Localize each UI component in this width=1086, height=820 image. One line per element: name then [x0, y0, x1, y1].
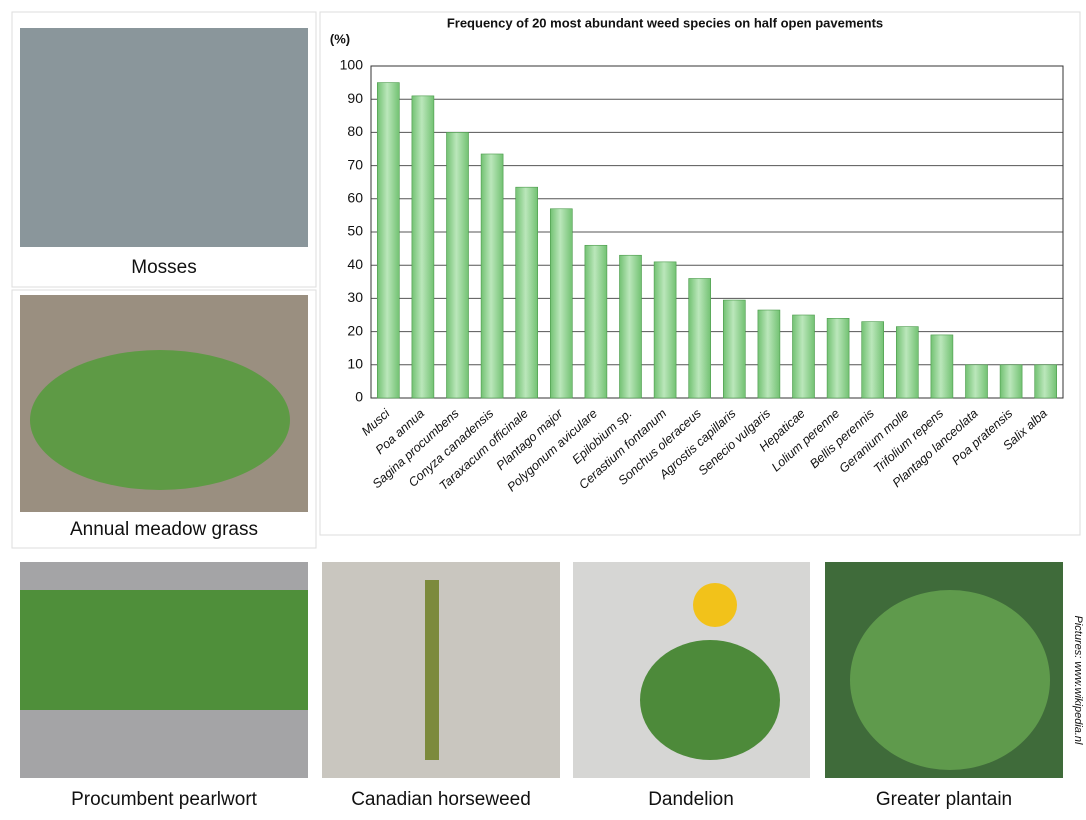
bar-shade — [896, 327, 918, 398]
y-tick-label: 0 — [355, 389, 363, 405]
y-tick-label: 50 — [347, 223, 363, 239]
bar-shade — [689, 278, 711, 398]
y-tick-label: 40 — [347, 256, 363, 272]
photo-plant — [425, 580, 439, 760]
y-tick-label: 60 — [347, 190, 363, 206]
bar-shade — [377, 83, 399, 398]
photo-caption: Mosses — [131, 257, 196, 278]
bar-shade — [654, 262, 676, 398]
bar-shade — [966, 365, 988, 398]
y-tick-label: 10 — [347, 356, 363, 372]
y-tick-label: 20 — [347, 322, 363, 338]
bar-shade — [793, 315, 815, 398]
photo-plant — [30, 350, 290, 490]
bar-shade — [620, 255, 642, 398]
photo-caption: Procumbent pearlwort — [71, 789, 258, 810]
y-tick-label: 90 — [347, 90, 363, 106]
bar-shade — [931, 335, 953, 398]
bar-shade — [1035, 365, 1057, 398]
photo-flower — [693, 583, 737, 627]
bar-shade — [516, 187, 538, 398]
y-tick-label: 80 — [347, 123, 363, 139]
bar-shade — [758, 310, 780, 398]
bar-shade — [862, 322, 884, 398]
photo-plant — [850, 590, 1050, 770]
photo-caption: Dandelion — [648, 789, 734, 810]
photo — [322, 562, 560, 778]
bar-shade — [723, 300, 745, 398]
bar-shade — [585, 245, 607, 398]
bar-shade — [827, 318, 849, 398]
credit: Pictures: www.wikipedia.nl — [1072, 616, 1084, 746]
y-axis-label: (%) — [330, 31, 350, 46]
bar-shade — [447, 132, 469, 398]
y-tick-label: 100 — [340, 57, 364, 73]
photo-caption: Greater plantain — [876, 789, 1012, 810]
page: Mosses Annual meadow grass Procumbent pe… — [0, 0, 1086, 820]
photo-plant — [640, 640, 780, 760]
photo-caption: Canadian horseweed — [351, 789, 531, 810]
y-tick-label: 70 — [347, 156, 363, 172]
bar-shade — [1000, 365, 1022, 398]
photo — [20, 28, 308, 247]
bar-shade — [550, 209, 572, 398]
photo-plant — [20, 590, 308, 710]
photo-caption: Annual meadow grass — [70, 519, 258, 540]
bar-shade — [481, 154, 503, 398]
y-tick-label: 30 — [347, 289, 363, 305]
bar-shade — [412, 96, 434, 398]
chart-title: Frequency of 20 most abundant weed speci… — [447, 15, 883, 30]
